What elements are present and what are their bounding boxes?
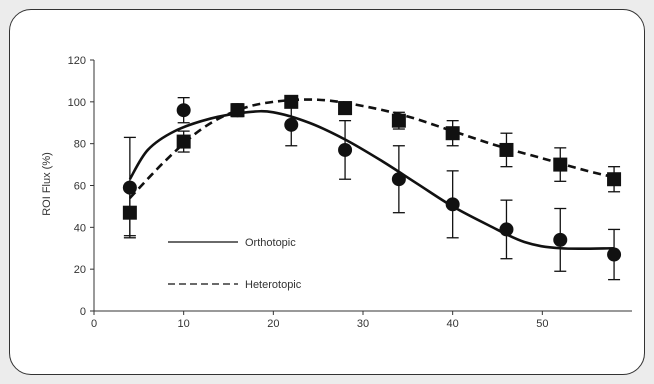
heterotopic-point <box>499 142 514 157</box>
orthotopic-point <box>122 180 137 195</box>
heterotopic-point <box>391 113 406 128</box>
orthotopic-point <box>338 142 353 157</box>
legend-label-orthotopic: Orthotopic <box>245 237 296 249</box>
y-tick-label: 0 <box>80 306 86 318</box>
orthotopic-point <box>607 247 622 262</box>
x-tick-label: 20 <box>267 318 279 330</box>
orthotopic-point <box>284 117 299 132</box>
heterotopic-point <box>284 94 299 109</box>
x-tick-label: 50 <box>536 318 548 330</box>
orthotopic-point <box>553 232 568 247</box>
y-axis-label: ROI Flux (%) <box>41 152 53 216</box>
heterotopic-point <box>176 134 191 149</box>
fit-line-orthotopic <box>128 109 615 251</box>
legend: Orthotopic Heterotopic <box>168 237 302 291</box>
y-tick-label: 80 <box>74 139 86 151</box>
y-tick-label: 40 <box>74 222 86 234</box>
heterotopic-point <box>230 103 245 118</box>
heterotopic-point <box>445 126 460 141</box>
y-tick-label: 20 <box>74 264 86 276</box>
x-tick-label: 10 <box>178 318 190 330</box>
y-tick-label: 60 <box>74 181 86 193</box>
orthotopic-point <box>499 222 514 237</box>
chart-panel <box>9 9 645 375</box>
x-tick-label: 0 <box>91 318 97 330</box>
x-tick-label: 40 <box>447 318 459 330</box>
y-tick-label: 100 <box>68 97 86 109</box>
error-bars <box>123 97 621 281</box>
y-tick-label: 120 <box>68 55 86 67</box>
orthotopic-point <box>391 172 406 187</box>
orthotopic-point <box>445 197 460 212</box>
orthotopic-point <box>176 103 191 118</box>
heterotopic-point <box>338 101 353 116</box>
axes: 0 20 40 60 80 100 120 0 10 20 30 40 50 <box>68 55 632 330</box>
data-markers <box>122 94 622 262</box>
fit-lines <box>128 98 615 251</box>
x-tick-label: 30 <box>357 318 369 330</box>
legend-label-heterotopic: Heterotopic <box>245 279 302 291</box>
heterotopic-point <box>607 172 622 187</box>
heterotopic-point <box>553 157 568 172</box>
heterotopic-point <box>122 205 137 220</box>
fit-line-heterotopic <box>128 98 615 199</box>
